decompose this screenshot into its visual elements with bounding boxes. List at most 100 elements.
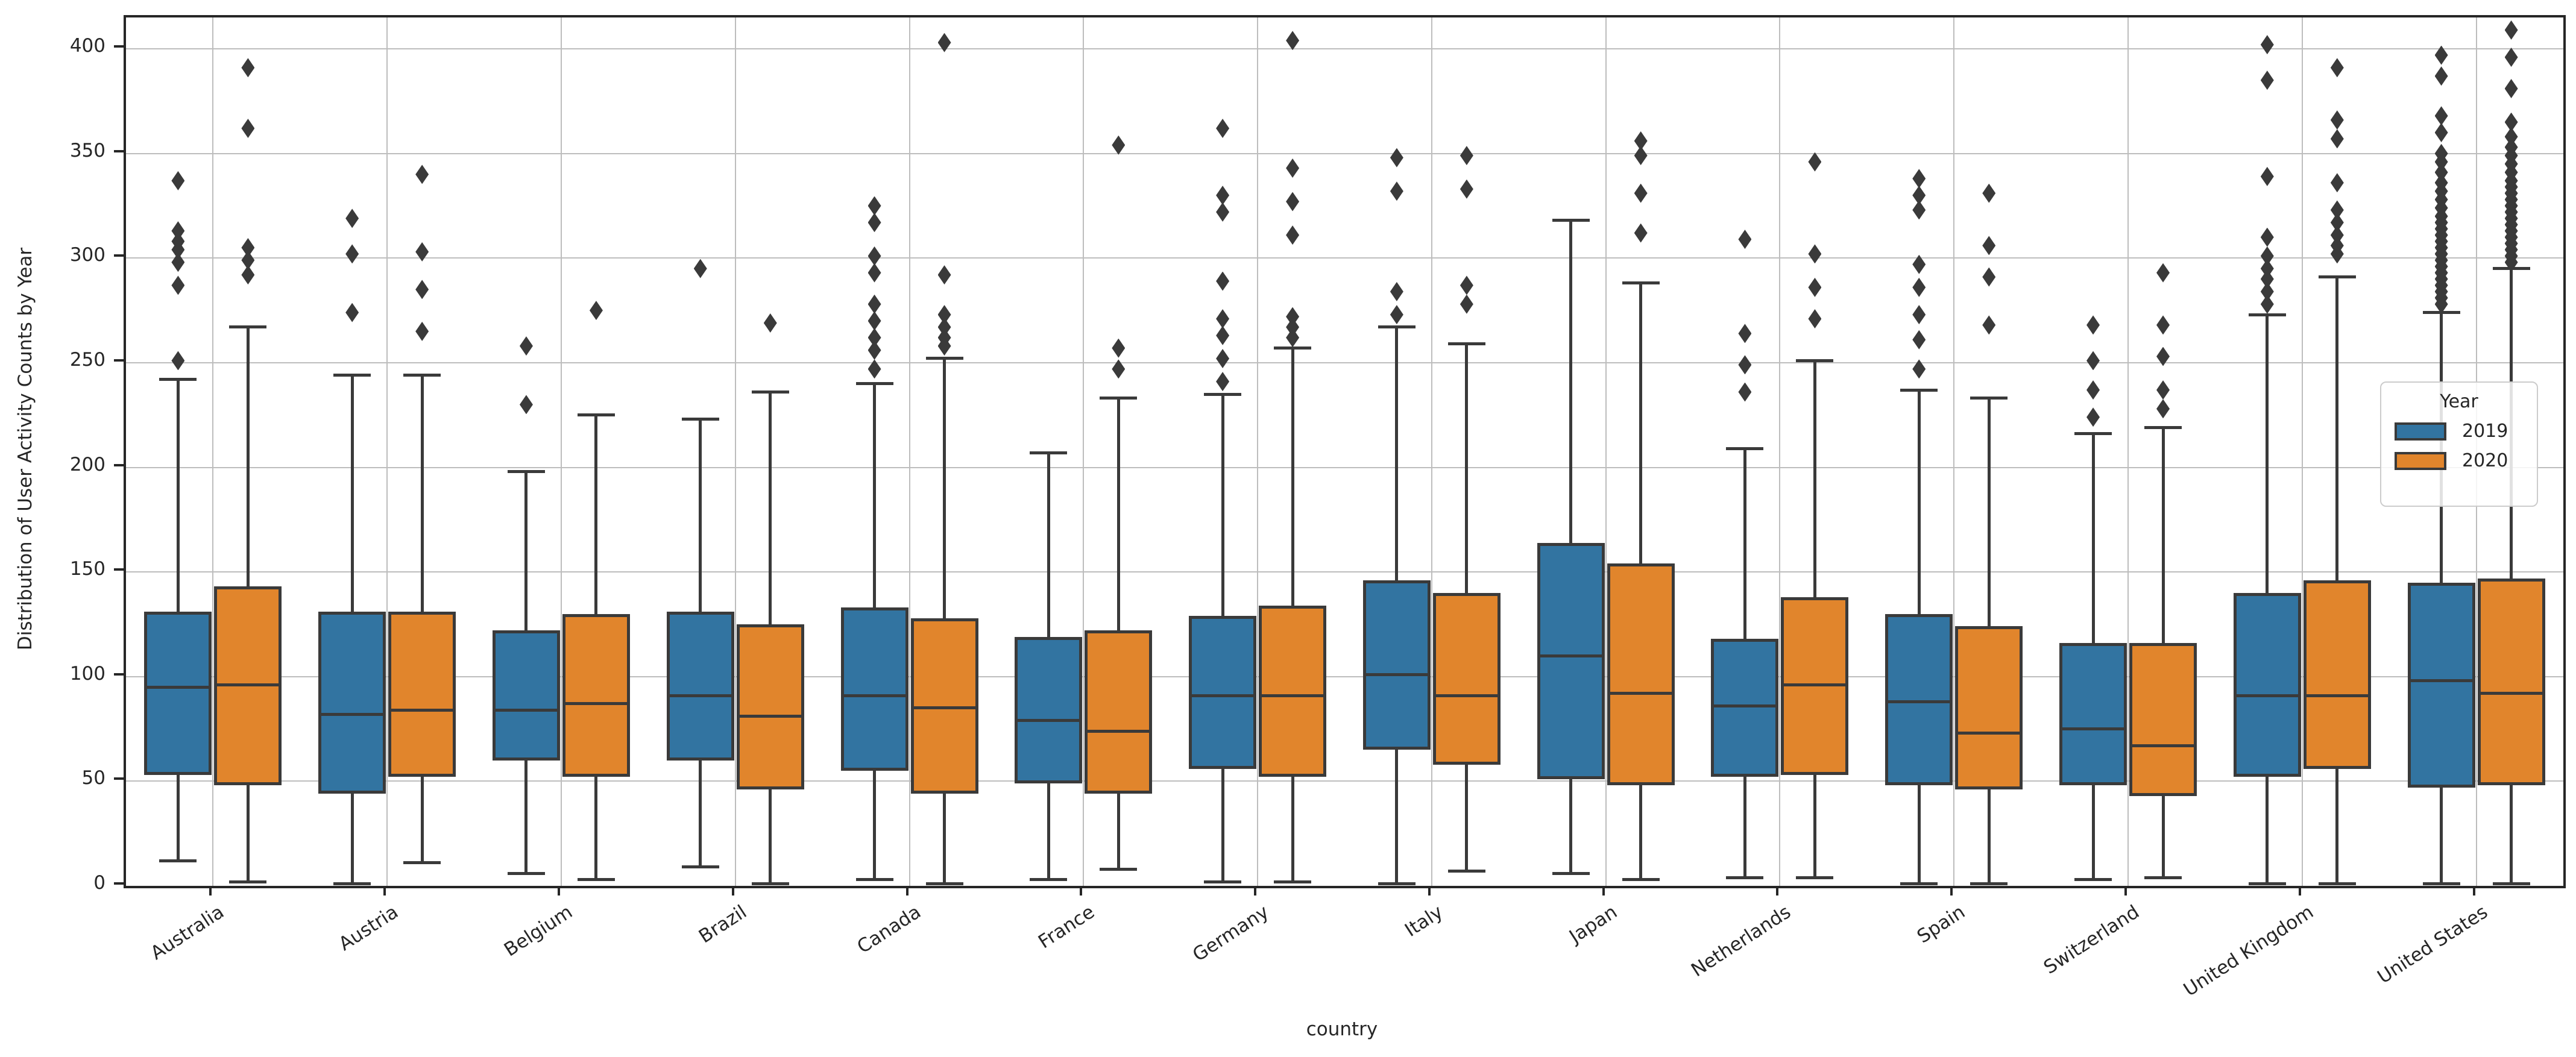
outlier-marker-australia-2020-0 [241,265,255,285]
median-australia-2019 [144,685,212,689]
outlier-marker-italy-2019-1 [1390,281,1403,301]
x-tick-mark-11 [2124,886,2127,895]
cap-upper-united-kingdom-2019 [2248,313,2286,316]
x-tick-mark-12 [2298,886,2301,895]
whisker-lower-united-states-2020 [2510,785,2513,884]
outlier-marker-germany-2020-6 [1286,31,1300,51]
whisker-upper-france-2019 [1047,453,1050,637]
median-canada-2019 [840,694,909,697]
cap-lower-canada-2019 [855,878,893,882]
box-japan-2019 [1537,542,1605,779]
outlier-marker-united-states-2020-22 [2504,20,2518,40]
whisker-upper-united-kingdom-2019 [2266,315,2269,593]
outlier-marker-france-2020-1 [1112,338,1126,358]
cap-upper-netherlands-2020 [1796,359,1834,362]
y-tick-mark-50 [114,777,124,780]
box-belgium-2020 [562,613,630,777]
gridline-y-350 [126,152,2563,154]
outlier-marker-switzerland-2020-1 [2156,380,2170,400]
box-germany-2020 [1259,605,1327,777]
x-tick-mark-13 [2472,886,2475,895]
x-tick-mark-5 [1080,886,1083,895]
cap-lower-austria-2020 [403,861,441,865]
outlier-marker-united-states-2019-25 [2434,45,2448,65]
cap-lower-germany-2020 [1274,880,1312,883]
outlier-marker-united-kingdom-2020-7 [2330,110,2344,130]
cap-lower-switzerland-2019 [2074,878,2112,882]
gridline-y-150 [126,571,2563,573]
x-axis-title: country [1306,1018,1378,1040]
gridline-x-netherlands [1779,17,1781,886]
cap-lower-australia-2020 [229,880,267,883]
whisker-lower-canada-2020 [943,794,946,884]
outlier-marker-united-kingdom-2019-3 [2260,259,2274,278]
outlier-marker-switzerland-2019-3 [2086,315,2100,335]
outlier-marker-united-kingdom-2019-4 [2260,246,2274,266]
outlier-marker-spain-2019-6 [1912,186,1926,205]
y-tick-mark-200 [114,463,124,466]
gridline-x-france [1083,17,1085,886]
whisker-upper-canada-2020 [943,358,946,618]
cap-upper-germany-2019 [1204,392,1242,396]
outlier-marker-italy-2020-3 [1460,146,1473,166]
legend-label-2019: 2019 [2462,421,2508,442]
outlier-marker-united-kingdom-2020-6 [2330,129,2344,149]
box-germany-2019 [1189,616,1257,769]
whisker-lower-germany-2019 [1221,768,1224,882]
outlier-marker-switzerland-2019-0 [2086,407,2100,427]
cap-lower-netherlands-2020 [1796,876,1834,879]
outlier-marker-australia-2019-2 [171,252,185,272]
box-australia-2019 [144,612,212,775]
outlier-marker-germany-2019-7 [1216,119,1230,139]
outlier-marker-canada-2020-1 [937,328,951,348]
box-brazil-2019 [666,612,734,761]
outlier-marker-germany-2019-3 [1216,309,1230,328]
outlier-marker-canada-2020-3 [937,305,951,325]
outlier-marker-canada-2019-3 [868,311,881,331]
y-tick-mark-150 [114,568,124,571]
outlier-marker-japan-2020-1 [1634,183,1648,203]
cap-upper-japan-2019 [1552,219,1590,222]
cap-upper-canada-2020 [925,357,963,360]
outlier-marker-germany-2019-4 [1216,271,1230,291]
whisker-upper-italy-2020 [1465,343,1469,593]
cap-upper-brazil-2019 [681,418,719,421]
median-japan-2019 [1537,654,1605,657]
outlier-marker-belgium-2019-1 [519,336,533,356]
outlier-marker-switzerland-2020-4 [2156,263,2170,283]
outlier-marker-austria-2019-1 [345,244,359,264]
cap-lower-united-kingdom-2020 [2318,882,2356,886]
box-italy-2019 [1362,580,1431,750]
gridline-x-spain [1953,17,1955,886]
whisker-lower-italy-2020 [1465,764,1469,871]
outlier-marker-italy-2019-0 [1390,305,1403,325]
cap-lower-france-2019 [1030,878,1068,882]
whisker-lower-united-states-2019 [2440,787,2443,884]
legend: Year 2019 2020 [2380,381,2538,507]
cap-lower-australia-2019 [159,859,197,862]
cap-upper-switzerland-2020 [2144,426,2182,430]
whisker-upper-austria-2019 [350,375,354,612]
y-tick-label-50: 50 [81,767,105,789]
whisker-upper-spain-2020 [1987,398,1991,627]
outlier-marker-brazil-2019-0 [693,259,707,278]
cap-lower-france-2020 [1100,867,1138,871]
median-france-2019 [1015,719,1083,723]
legend-item-2020: 2020 [2395,450,2537,471]
outlier-marker-italy-2020-1 [1460,275,1473,295]
whisker-upper-japan-2020 [1639,283,1643,564]
whisker-upper-netherlands-2019 [1743,448,1746,639]
x-tick-mark-9 [1776,886,1779,895]
whisker-lower-netherlands-2020 [1813,774,1816,878]
y-tick-mark-300 [114,254,124,257]
outlier-marker-australia-2020-4 [241,58,255,78]
whisker-lower-switzerland-2020 [2161,795,2165,878]
outlier-marker-germany-2020-3 [1286,225,1300,245]
whisker-lower-spain-2019 [1917,785,1921,884]
whisker-upper-brazil-2020 [769,392,772,624]
median-united-states-2020 [2477,692,2545,695]
y-tick-label-200: 200 [69,453,105,475]
cap-lower-united-kingdom-2019 [2248,882,2286,886]
outlier-marker-belgium-2020-0 [589,301,603,321]
cap-upper-france-2020 [1100,397,1138,400]
